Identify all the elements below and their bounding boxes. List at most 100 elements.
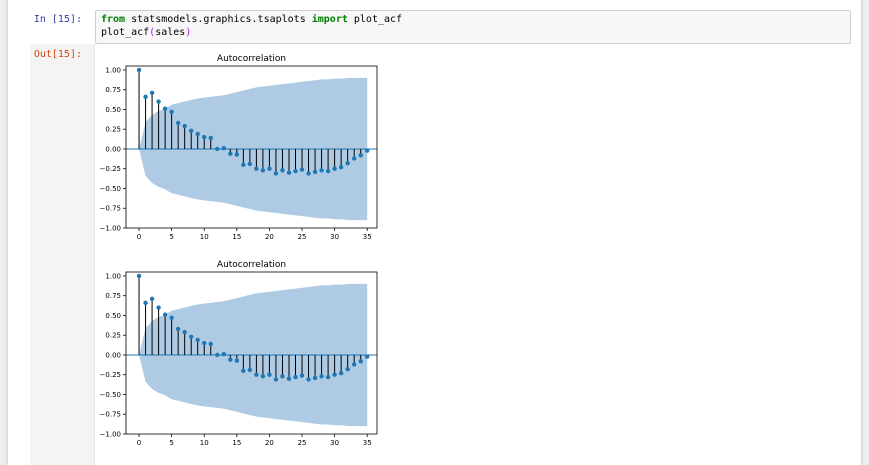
acf-marker [351, 362, 357, 367]
acf-marker [351, 156, 357, 161]
x-tick-label: 15 [232, 439, 241, 447]
acf-marker [325, 168, 331, 174]
acf-marker [215, 352, 220, 358]
acf-marker [221, 351, 226, 357]
acf-marker [241, 368, 246, 373]
open-paren: ( [149, 27, 156, 38]
x-tick-label: 20 [265, 439, 274, 447]
acf-marker [293, 168, 298, 174]
y-tick-label: 0.50 [105, 106, 121, 114]
acf-marker [273, 377, 279, 382]
acf-plot-1: Autocorrelation 0 5 10 15 20 25 30 35 1.00 0.75 0.5… [100, 54, 378, 241]
code-line-1: from statsmodels.graphics.tsaplots impor… [101, 14, 402, 25]
keyword-import: import [311, 14, 348, 25]
acf-marker [247, 367, 253, 373]
acf-marker [136, 67, 142, 73]
acf-marker [149, 90, 155, 96]
function-arg: sales [155, 27, 186, 38]
acf-marker [221, 145, 226, 151]
acf-marker [358, 359, 363, 364]
y-tick-label: 1.00 [105, 66, 121, 74]
acf-marker [293, 374, 298, 380]
acf-marker [332, 166, 337, 171]
output-prompt: Out[15]: [33, 49, 82, 60]
acf-marker [202, 134, 207, 140]
y-tick-label: −0.50 [100, 185, 121, 193]
acf-marker [175, 120, 181, 126]
acf-marker [195, 337, 200, 343]
keyword-from: from [101, 14, 126, 25]
acf-marker [241, 162, 246, 167]
acf-marker [156, 99, 161, 104]
y-tick-label: 0.75 [105, 292, 121, 300]
acf-marker [358, 153, 363, 158]
acf-marker [260, 168, 266, 173]
acf-marker [273, 171, 279, 176]
x-tick-label: 0 [137, 233, 141, 241]
x-tick-label: 25 [298, 439, 307, 447]
acf-marker [175, 326, 181, 332]
import-name: plot_acf [347, 14, 403, 25]
acf-marker [319, 374, 324, 379]
chart-title: Autocorrelation [217, 260, 286, 270]
acf-marker [169, 109, 174, 115]
x-tick-label: 30 [330, 233, 339, 241]
notebook-container: In [15]: from statsmodels.graphics.tsapl… [8, 0, 861, 465]
x-tick-label: 10 [200, 439, 209, 447]
y-tick-label: 1.00 [105, 272, 121, 280]
output-prompt-area[interactable]: Out[15]: [30, 44, 95, 465]
acf-marker [325, 374, 331, 380]
acf-marker [280, 168, 285, 173]
acf-marker [143, 94, 148, 100]
y-tick-label: −1.00 [100, 431, 121, 439]
x-tick-label: 15 [232, 233, 241, 241]
acf-marker [188, 128, 194, 133]
acf-marker [254, 372, 259, 377]
acf-marker [215, 146, 220, 152]
acf-marker [162, 106, 168, 111]
acf-marker [365, 354, 370, 359]
acf-marker [136, 273, 142, 279]
acf-marker [312, 169, 318, 175]
y-tick-label: 0.50 [105, 312, 121, 320]
acf-marker [365, 148, 370, 153]
acf-marker [345, 367, 350, 372]
chart-title: Autocorrelation [217, 54, 286, 64]
x-tick-label: 30 [330, 439, 339, 447]
acf-marker [143, 300, 148, 306]
acf-marker [169, 315, 174, 321]
acf-marker [247, 161, 253, 167]
acf-marker [319, 168, 324, 173]
code-cell-input[interactable]: from statsmodels.graphics.tsaplots impor… [95, 10, 851, 44]
y-tick-label: −0.75 [100, 411, 121, 419]
acf-marker [182, 123, 187, 129]
acf-marker [156, 305, 161, 310]
acf-marker [280, 374, 285, 379]
acf-marker [338, 370, 344, 376]
acf-marker [306, 171, 311, 176]
y-tick-label: 0.75 [105, 86, 121, 94]
acf-marker [254, 166, 259, 171]
plot-frame [125, 271, 378, 435]
acf-marker [306, 377, 311, 382]
module-name: statsmodels.graphics.tsaplots [125, 14, 312, 25]
acf-marker [188, 334, 194, 339]
x-tick-label: 35 [363, 439, 372, 447]
x-tick-label: 20 [265, 233, 274, 241]
acf-marker [202, 340, 207, 346]
y-tick-label: −0.50 [100, 391, 121, 399]
acf-marker [208, 341, 213, 347]
acf-marker [345, 161, 350, 166]
y-tick-label: −1.00 [100, 225, 121, 233]
y-tick-label: 0.00 [105, 351, 121, 359]
acf-marker [208, 135, 213, 141]
acf-marker [332, 372, 337, 377]
acf-marker [299, 373, 305, 378]
x-tick-label: 0 [137, 439, 141, 447]
input-prompt: In [15]: [33, 14, 82, 25]
y-tick-label: −0.75 [100, 205, 121, 213]
acf-marker [260, 374, 266, 379]
x-tick-label: 35 [363, 233, 372, 241]
acf-marker [195, 131, 200, 137]
close-paren: ) [185, 27, 192, 38]
